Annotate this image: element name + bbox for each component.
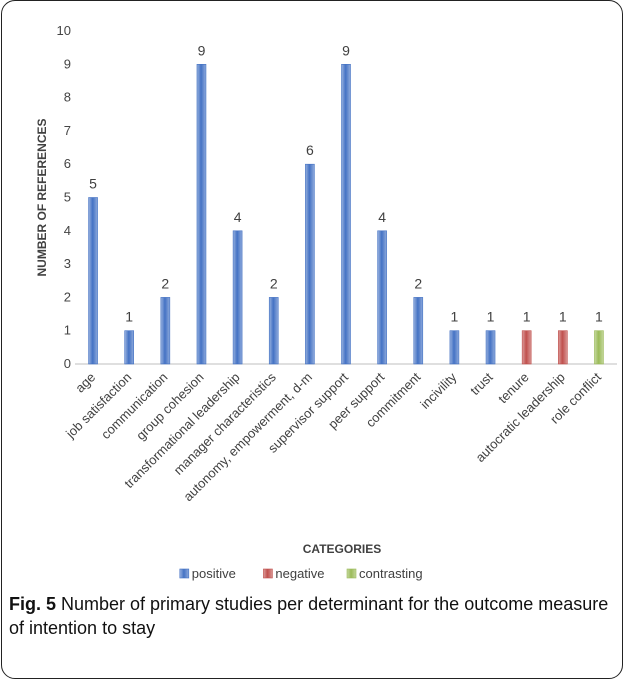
data-label: 1 — [523, 309, 531, 325]
data-label: 1 — [595, 309, 603, 325]
category-label: age — [72, 370, 98, 396]
y-tick-label: 6 — [64, 156, 71, 171]
y-tick-label: 8 — [64, 90, 71, 105]
y-tick-label: 0 — [64, 356, 71, 371]
bar — [341, 64, 351, 365]
y-tick-label: 7 — [64, 123, 71, 138]
bar — [594, 330, 604, 365]
bar — [268, 297, 279, 365]
bar — [196, 64, 207, 365]
y-tick-label: 2 — [64, 289, 71, 304]
legend-swatch — [263, 568, 273, 579]
legend-label: positive — [192, 566, 236, 581]
y-tick-label: 1 — [64, 323, 71, 338]
data-label: 1 — [559, 309, 567, 325]
caption-text: Number of primary studies per determinan… — [9, 594, 609, 638]
bar — [557, 330, 568, 365]
data-label: 5 — [89, 176, 97, 192]
y-tick-label: 9 — [64, 56, 71, 71]
bar — [485, 330, 496, 365]
y-tick-label: 5 — [64, 190, 71, 205]
y-tick-label: 4 — [64, 223, 71, 238]
bar — [413, 297, 424, 365]
y-tick-label: 3 — [64, 256, 71, 271]
data-label: 2 — [270, 275, 278, 291]
data-label: 6 — [306, 142, 314, 158]
bar — [305, 163, 315, 365]
data-label: 4 — [234, 209, 242, 225]
category-label: trust — [467, 369, 496, 398]
data-label: 2 — [414, 275, 422, 291]
bar — [160, 297, 171, 365]
data-label: 2 — [161, 275, 169, 291]
data-label: 4 — [378, 209, 386, 225]
bar — [521, 330, 532, 365]
y-axis-title: NUMBER OF REFERENCES — [35, 118, 49, 276]
bar — [124, 330, 134, 365]
y-tick-label: 10 — [57, 23, 71, 38]
figure-label: Fig. 5 — [9, 594, 57, 614]
legend-label: contrasting — [359, 566, 423, 581]
bar — [232, 230, 243, 365]
data-label: 1 — [125, 309, 133, 325]
data-label: 9 — [198, 42, 206, 58]
bar — [377, 230, 387, 365]
data-label: 1 — [487, 309, 495, 325]
bar — [88, 197, 98, 365]
figure-caption: Fig. 5 Number of primary studies per det… — [9, 592, 609, 640]
legend-label: negative — [275, 566, 324, 581]
category-label: incivility — [417, 369, 460, 412]
bar — [449, 330, 460, 365]
x-axis-title: CATEGORIES — [303, 542, 381, 556]
data-label: 1 — [451, 309, 459, 325]
legend-swatch — [346, 568, 357, 579]
legend-swatch — [179, 568, 190, 579]
data-label: 9 — [342, 42, 350, 58]
